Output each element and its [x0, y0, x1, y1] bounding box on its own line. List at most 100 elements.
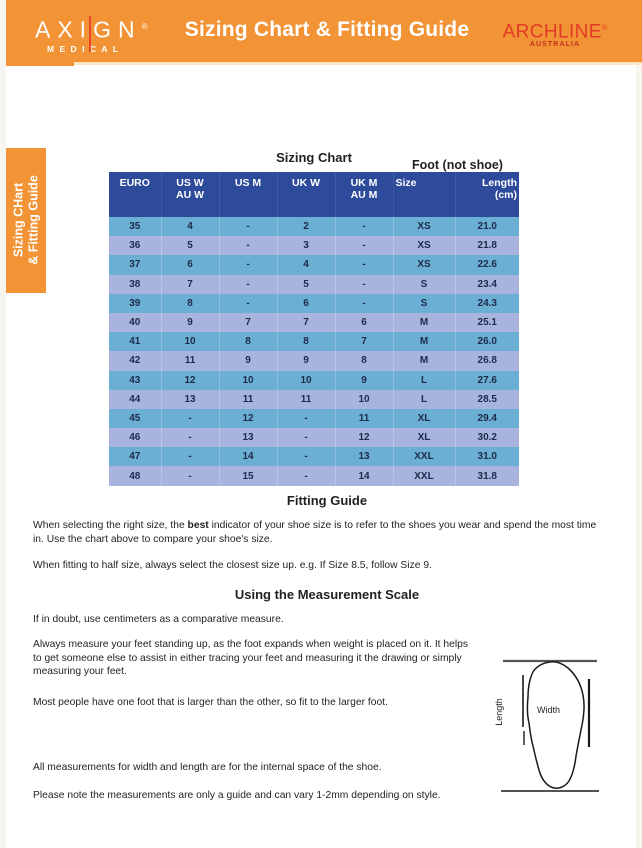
- measurement-paragraph-3: Most people have one foot that is larger…: [33, 697, 388, 708]
- cell-size: S: [393, 274, 456, 294]
- cell-size: XS: [393, 255, 456, 275]
- cell-us-m: -: [219, 274, 278, 294]
- cell-us-w: -: [161, 447, 220, 467]
- cell-length: 31.0: [455, 447, 519, 467]
- fitting-guide-paragraph-2: When fitting to half size, always select…: [33, 560, 432, 571]
- fitting-guide-paragraph-1: When selecting the right size, the best …: [33, 519, 603, 546]
- page-title: Sizing Chart & Fitting Guide: [184, 18, 470, 41]
- cell-us-m: 14: [219, 447, 278, 467]
- cell-us-w: 7: [161, 274, 220, 294]
- cell-us-m: 13: [219, 428, 278, 448]
- col-header-euro: EURO: [109, 172, 162, 217]
- sizing-chart-table-wrap: EURO US W AU W US M UK W: [109, 172, 519, 486]
- archline-wordmark-text: ARCHLINE: [502, 21, 602, 43]
- col-header-length: Length (cm): [455, 172, 519, 217]
- cell-us-m: 12: [219, 408, 278, 429]
- cell-uk-m: 14: [335, 466, 394, 486]
- cell-us-m: -: [219, 217, 278, 237]
- measurement-paragraph-4: All measurements for width and length ar…: [33, 762, 382, 773]
- cell-length: 31.8: [455, 466, 519, 486]
- cell-uk-w: 9: [277, 351, 336, 371]
- cell-size: M: [393, 312, 456, 333]
- table-row: 48-15-14 XXL 31.8: [109, 466, 519, 486]
- axign-wordmark-text: AXIGN: [35, 17, 142, 43]
- cell-us-w: 8: [161, 293, 220, 313]
- measurement-scale-heading: Using the Measurement Scale: [234, 587, 420, 602]
- side-tab-line1: Sizing CHart: [11, 182, 26, 258]
- table-row: 46-13-12 XL 30.2: [109, 428, 519, 448]
- fg-p1-bold: best: [187, 520, 209, 531]
- cell-euro: 44: [109, 389, 162, 409]
- col-header-euro-l1: EURO: [119, 177, 150, 189]
- cell-size: L: [393, 389, 456, 409]
- cell-length: 23.4: [455, 274, 519, 294]
- archline-logo: ARCHLINE® AUSTRALIA: [496, 19, 614, 49]
- cell-us-m: -: [219, 236, 278, 256]
- cell-us-w: 10: [161, 332, 220, 352]
- col-header-us-w-l1: US W: [176, 177, 204, 189]
- cell-uk-w: 10: [277, 370, 336, 390]
- cell-euro: 40: [109, 312, 162, 333]
- foot-outline-icon: [501, 659, 599, 792]
- cell-uk-w: -: [277, 466, 336, 486]
- axign-subtitle: MEDICAL: [47, 43, 124, 54]
- table-row: 38 7-5- S 23.4: [109, 274, 519, 294]
- cell-euro: 45: [109, 408, 162, 429]
- cell-uk-w: 5: [277, 274, 336, 294]
- cell-size: XXL: [393, 466, 456, 486]
- cell-us-m: 15: [219, 466, 278, 486]
- col-header-uk-w-l1: UK W: [292, 177, 320, 189]
- cell-size: S: [393, 293, 456, 313]
- cell-uk-m: -: [335, 274, 394, 294]
- col-header-uk-w: UK W: [277, 172, 336, 217]
- cell-size: XS: [393, 236, 456, 256]
- cell-uk-w: 7: [277, 312, 336, 333]
- cell-us-w: 12: [161, 370, 220, 390]
- cell-us-w: -: [161, 428, 220, 448]
- cell-length: 26.8: [455, 351, 519, 371]
- cell-us-m: 9: [219, 351, 278, 371]
- table-row: 43 12 10 10 9 L 27.6: [109, 370, 519, 390]
- cell-euro: 38: [109, 274, 162, 294]
- archline-wordmark: ARCHLINE®: [496, 19, 614, 42]
- cell-us-w: 4: [161, 217, 220, 237]
- fg-p1-before: When selecting the right size, the: [33, 520, 188, 531]
- cell-uk-m: 9: [335, 370, 394, 390]
- cell-length: 22.6: [455, 255, 519, 275]
- side-tab[interactable]: Sizing CHart & Fitting Guide: [6, 148, 46, 293]
- page-header: [6, 0, 642, 62]
- axign-wordmark: AXIGN®: [30, 14, 162, 43]
- cell-length: 25.1: [455, 312, 519, 333]
- cell-size: M: [393, 351, 456, 371]
- cell-uk-m: 6: [335, 312, 394, 333]
- header-divider: [6, 62, 642, 65]
- cell-uk-m: 12: [335, 428, 394, 448]
- cell-uk-w: 6: [277, 293, 336, 313]
- cell-us-w: 9: [161, 312, 220, 333]
- cell-length: 21.8: [455, 236, 519, 256]
- cell-size: XS: [393, 217, 456, 237]
- header-left-notch: [6, 62, 74, 66]
- cell-uk-m: -: [335, 236, 394, 256]
- col-header-us-w-l2: AU W: [176, 189, 204, 201]
- cell-us-w: 11: [161, 351, 220, 371]
- cell-us-w: -: [161, 466, 220, 486]
- cell-uk-w: 8: [277, 332, 336, 352]
- cell-length: 27.6: [455, 370, 519, 390]
- foot-length-label: Length: [493, 698, 504, 726]
- col-header-size-l1: Size: [395, 177, 417, 189]
- cell-length: 21.0: [455, 217, 519, 237]
- col-header-size: Size: [393, 172, 456, 217]
- cell-uk-w: -: [277, 447, 336, 467]
- cell-uk-m: 7: [335, 332, 394, 352]
- table-row: 41 10 8 8 7 M 26.0: [109, 332, 519, 352]
- table-row: 36 5-3- XS 21.8: [109, 236, 519, 256]
- cell-us-w: 6: [161, 255, 220, 275]
- cell-euro: 43: [109, 370, 162, 390]
- table-row: 47-14-13 XXL 31.0: [109, 447, 519, 467]
- table-row: 44 13 11 11 10 L 28.5: [109, 389, 519, 409]
- col-header-us-w: US W AU W: [161, 172, 220, 217]
- cell-length: 26.0: [455, 332, 519, 352]
- measurement-paragraph-5: Please note the measurements are only a …: [33, 790, 441, 801]
